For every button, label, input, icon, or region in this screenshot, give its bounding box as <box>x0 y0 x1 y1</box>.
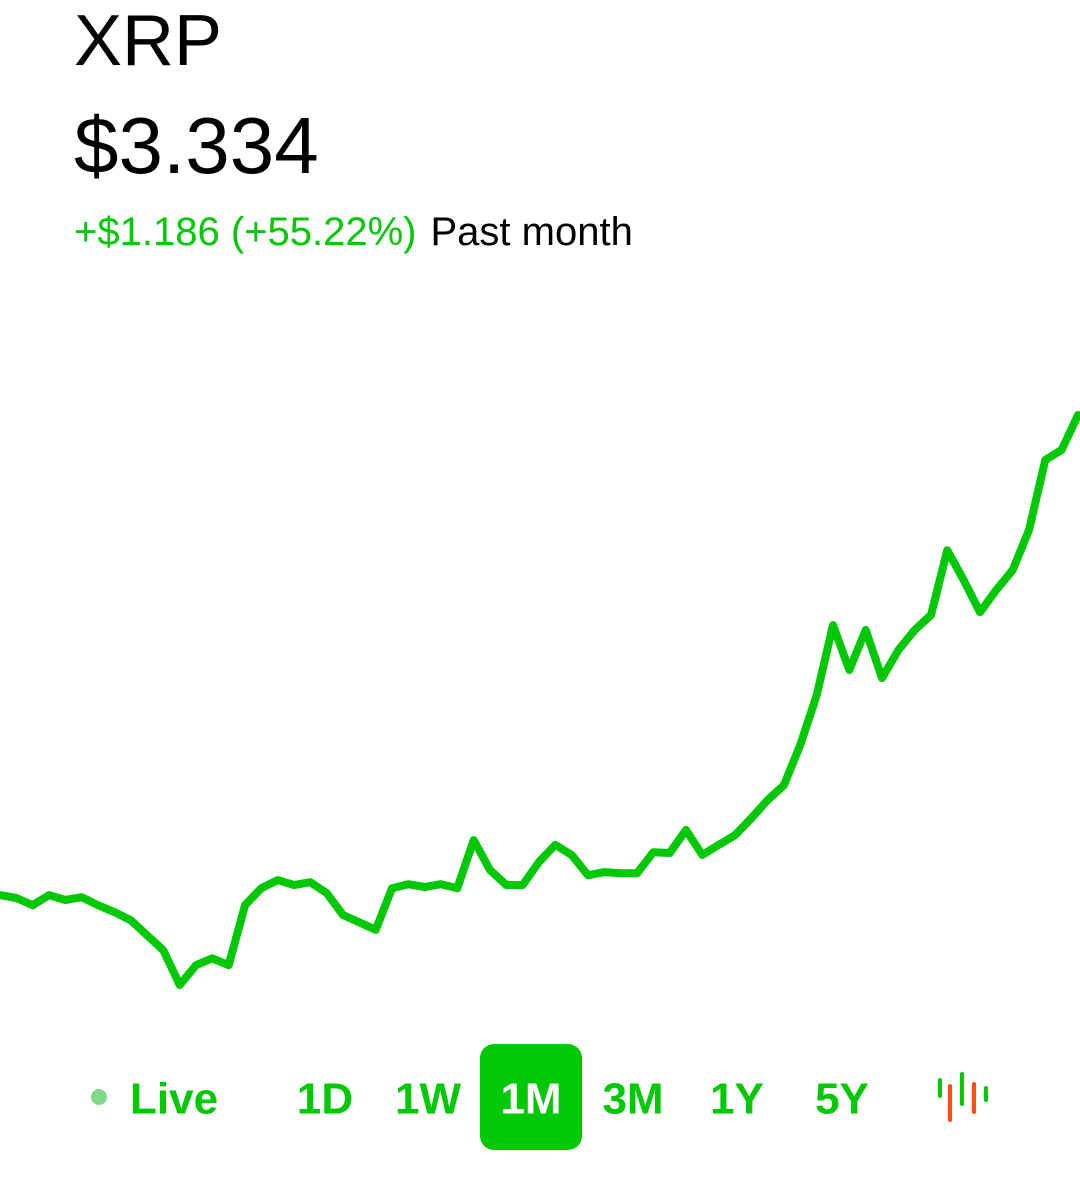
plot <box>0 411 1080 989</box>
chart-style-icon[interactable] <box>938 1072 988 1122</box>
range-button[interactable]: 1D <box>297 1075 353 1124</box>
asset-title: XRP <box>74 1 222 81</box>
period: Past month <box>430 210 632 254</box>
price-line <box>0 411 1080 989</box>
selected-range-bg <box>480 1044 582 1150</box>
price: $3.334 <box>74 101 319 190</box>
range-button[interactable]: 5Y <box>815 1075 869 1124</box>
range-button[interactable]: 3M <box>602 1075 663 1124</box>
live-dot <box>91 1089 107 1105</box>
live-label[interactable]: Live <box>130 1075 218 1124</box>
range-button[interactable]: 1M <box>500 1075 561 1124</box>
change-line: +$1.186 (+55.22%) Past month <box>74 210 633 254</box>
change: +$1.186 (+55.22%) <box>74 210 416 254</box>
range-button[interactable]: 1W <box>395 1075 461 1124</box>
range-button[interactable]: 1Y <box>710 1075 764 1124</box>
range-selector: Live 1D 1W 1M 3M 1Y 5Y <box>91 1044 869 1150</box>
